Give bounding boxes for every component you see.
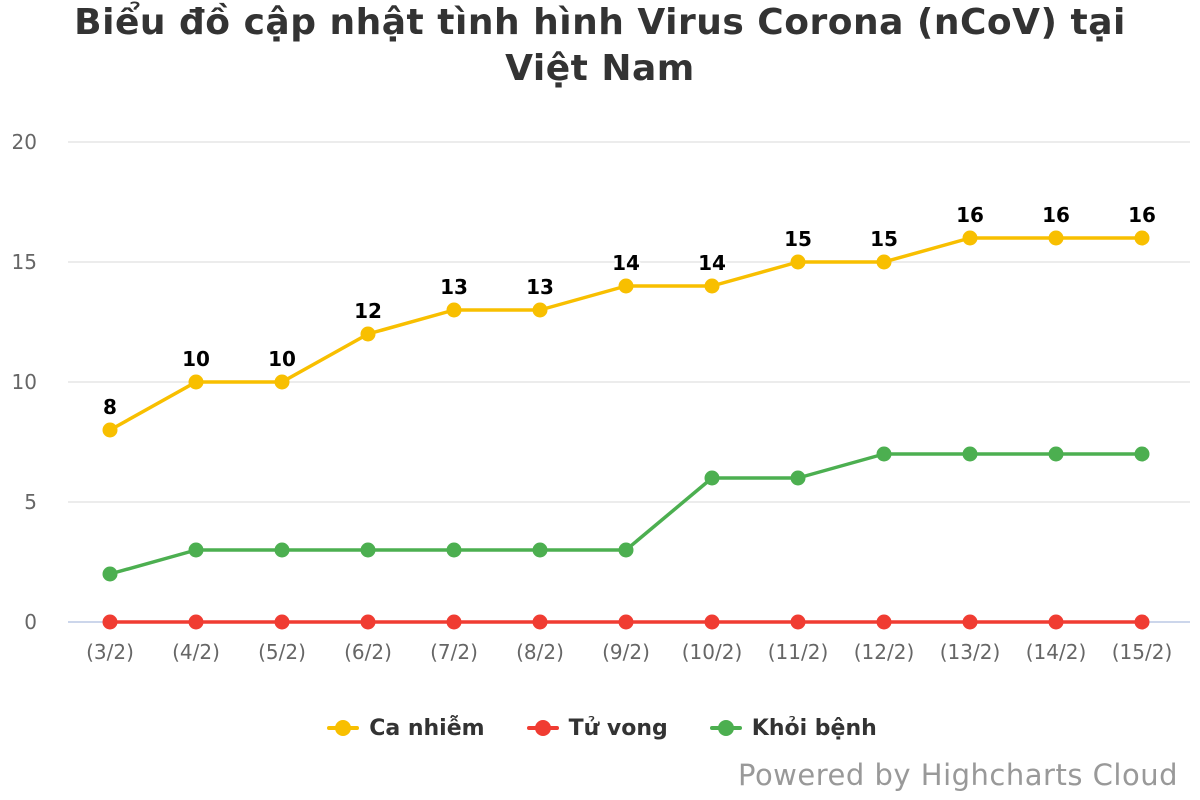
data-point (876, 614, 892, 630)
data-point (790, 470, 806, 486)
data-point (446, 614, 462, 630)
data-point (790, 254, 806, 270)
x-tick-label: (12/2) (854, 640, 915, 664)
data-label: 10 (268, 347, 296, 371)
series-0 (102, 230, 1150, 438)
data-label: 13 (526, 275, 554, 299)
legend-symbol-khoi-benh (709, 718, 742, 738)
data-point (618, 614, 634, 630)
data-point (360, 614, 376, 630)
x-tick-label: (10/2) (682, 640, 743, 664)
data-point (102, 614, 118, 630)
x-tick-label: (4/2) (172, 640, 220, 664)
legend-item-tu-vong[interactable]: Tử vong (523, 716, 668, 741)
data-point (1048, 230, 1064, 246)
data-point (188, 614, 204, 630)
y-tick-label: 10 (12, 370, 37, 394)
data-label: 16 (1042, 203, 1070, 227)
data-point (618, 278, 634, 294)
legend-label-khoi-benh: Khỏi bệnh (751, 715, 877, 741)
legend-label-tu-vong: Tử vong (568, 715, 668, 741)
series-lines (102, 230, 1150, 630)
x-tick-label: (11/2) (768, 640, 829, 664)
data-point (1134, 230, 1150, 246)
data-point (188, 374, 204, 390)
series-1 (102, 614, 1150, 630)
legend-dot (335, 720, 352, 736)
legend: Ca nhiễm Tử vong Khỏi bệnh (0, 708, 1200, 748)
data-point (274, 374, 290, 390)
data-point (274, 542, 290, 558)
y-tick-label: 20 (12, 130, 37, 154)
y-tick-label: 15 (12, 250, 37, 274)
series-2 (102, 446, 1150, 582)
data-point (876, 446, 892, 462)
y-tick-label: 5 (24, 490, 37, 514)
x-tick-label: (7/2) (430, 640, 478, 664)
data-label: 15 (784, 227, 812, 251)
axis-labels: 0 5 10 15 20 (3/2) (4/2) (5/2) (6/2) (7/2) (8/2) (9… (12, 130, 1173, 664)
legend-dot (534, 720, 551, 736)
data-point (790, 614, 806, 630)
data-point (704, 278, 720, 294)
x-tick-label: (5/2) (258, 640, 306, 664)
data-label: 12 (354, 299, 382, 323)
x-tick-label: (6/2) (344, 640, 392, 664)
data-point (360, 542, 376, 558)
data-point (704, 614, 720, 630)
data-label: 16 (1128, 203, 1156, 227)
data-point (1134, 614, 1150, 630)
data-point (532, 614, 548, 630)
data-labels: 8 10 10 12 13 13 14 14 15 15 16 16 16 (101, 201, 1159, 422)
x-tick-label: (3/2) (86, 640, 134, 664)
data-point (188, 542, 204, 558)
y-tick-label: 0 (24, 610, 37, 634)
x-tick-label: (9/2) (602, 640, 650, 664)
x-tick-label: (8/2) (516, 640, 564, 664)
data-point (102, 422, 118, 438)
data-point (876, 254, 892, 270)
data-label: 14 (698, 251, 726, 275)
data-point (360, 326, 376, 342)
data-label: 10 (182, 347, 210, 371)
chart-plot: 0 5 10 15 20 (3/2) (4/2) (5/2) (6/2) (7/2) (8/2) (9… (12, 130, 1190, 664)
x-tick-label: (14/2) (1026, 640, 1087, 664)
legend-dot (717, 720, 734, 736)
data-point (1048, 446, 1064, 462)
data-point (446, 542, 462, 558)
data-point (1134, 446, 1150, 462)
data-label: 16 (956, 203, 984, 227)
data-point (962, 446, 978, 462)
data-point (532, 302, 548, 318)
chart-title: Biểu đồ cập nhật tình hình Virus Corona … (74, 2, 1126, 89)
credits-link[interactable]: Powered by Highcharts Cloud (737, 758, 1178, 792)
data-point (962, 614, 978, 630)
data-label: 14 (612, 251, 640, 275)
x-tick-label: (15/2) (1112, 640, 1173, 664)
data-point (962, 230, 978, 246)
data-label: 15 (870, 227, 898, 251)
data-point (704, 470, 720, 486)
x-tick-label: (13/2) (940, 640, 1001, 664)
data-point (102, 566, 118, 582)
data-point (274, 614, 290, 630)
legend-symbol-ca-nhiem (327, 718, 360, 738)
legend-label-ca-nhiem: Ca nhiễm (369, 715, 485, 741)
data-point (618, 542, 634, 558)
data-point (532, 542, 548, 558)
legend-item-khoi-benh[interactable]: Khỏi bệnh (706, 716, 877, 741)
legend-item-ca-nhiem[interactable]: Ca nhiễm (323, 715, 485, 741)
data-point (446, 302, 462, 318)
data-label: 8 (103, 395, 117, 419)
legend-symbol-tu-vong (526, 718, 559, 738)
data-point (1048, 614, 1064, 630)
data-label: 13 (440, 275, 468, 299)
